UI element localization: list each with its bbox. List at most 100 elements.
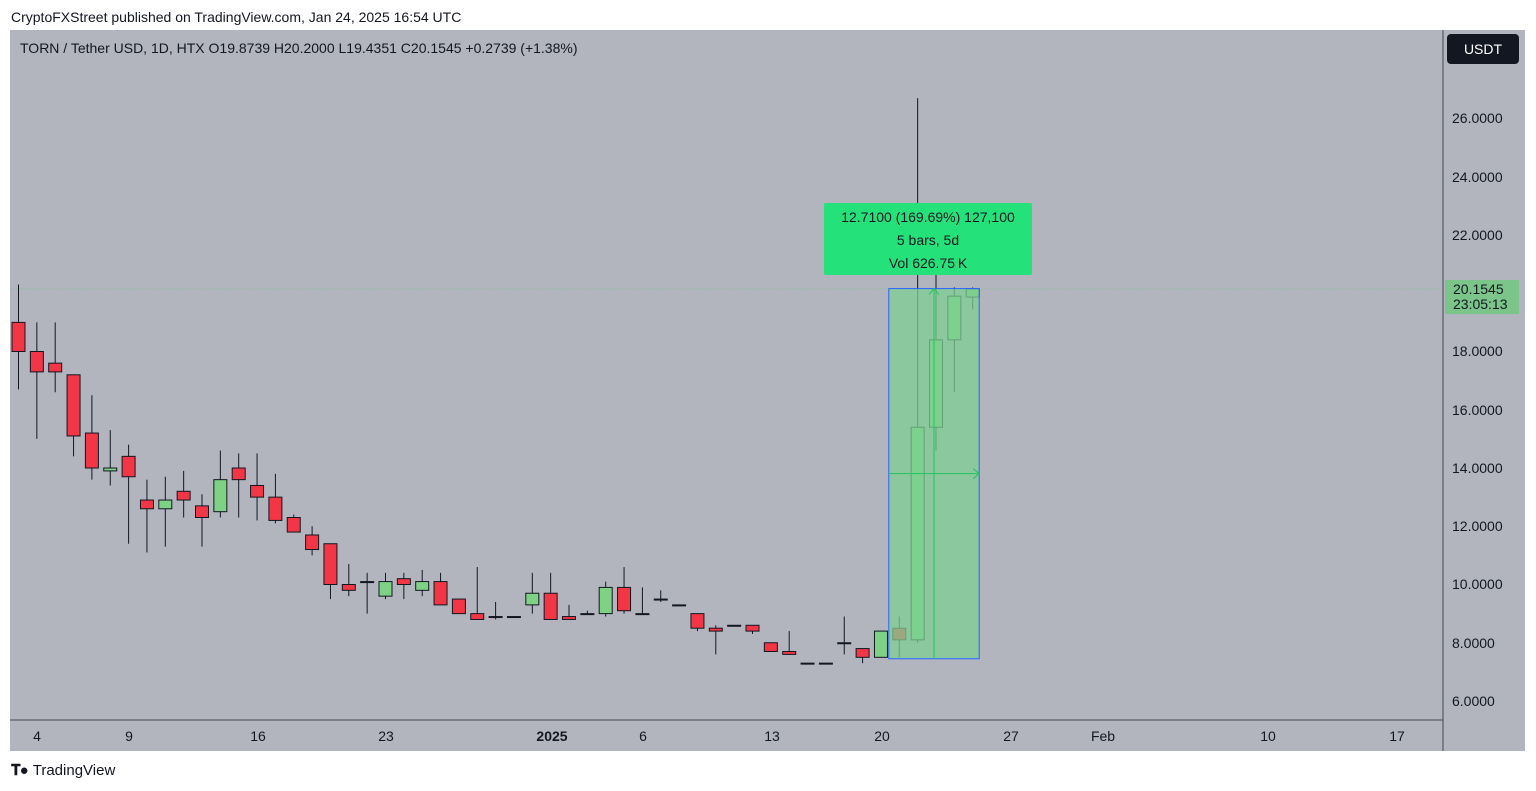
candle-body-up bbox=[727, 624, 742, 627]
time-tick-label: 27 bbox=[1003, 728, 1019, 744]
candle[interactable] bbox=[29, 322, 44, 439]
candle[interactable] bbox=[396, 572, 411, 600]
candle[interactable] bbox=[176, 470, 191, 518]
candle[interactable] bbox=[286, 514, 301, 533]
candle[interactable] bbox=[745, 624, 760, 635]
candle-body-down bbox=[690, 613, 705, 629]
candle[interactable] bbox=[800, 662, 815, 665]
candle[interactable] bbox=[855, 648, 870, 664]
candle[interactable] bbox=[727, 624, 742, 627]
candle-body-down bbox=[11, 321, 26, 352]
candle-body-down bbox=[84, 432, 99, 469]
candle[interactable] bbox=[11, 284, 26, 390]
candle[interactable] bbox=[433, 572, 448, 606]
time-tick-label: 10 bbox=[1260, 728, 1276, 744]
candle-body-down bbox=[66, 374, 81, 437]
candle-body-down bbox=[782, 650, 797, 655]
candle-body-down bbox=[305, 534, 320, 551]
price-tick-label: 8.0000 bbox=[1452, 635, 1495, 651]
candle-body-down bbox=[745, 624, 760, 632]
time-tick-label: 13 bbox=[764, 728, 780, 744]
candle[interactable] bbox=[837, 616, 852, 655]
candle[interactable] bbox=[213, 450, 228, 518]
time-tick-label: 16 bbox=[250, 728, 266, 744]
candle[interactable] bbox=[873, 630, 888, 658]
candle[interactable] bbox=[341, 564, 356, 597]
candle-body-down bbox=[286, 517, 301, 533]
candle[interactable] bbox=[415, 569, 430, 597]
price-tick-label: 14.0000 bbox=[1452, 460, 1503, 476]
candle-body-up bbox=[103, 467, 118, 472]
candle[interactable] bbox=[690, 613, 705, 632]
candle[interactable] bbox=[635, 587, 650, 616]
candle[interactable] bbox=[103, 430, 118, 486]
chart-pane[interactable] bbox=[10, 30, 1525, 751]
candle[interactable] bbox=[506, 616, 521, 619]
candle[interactable] bbox=[305, 526, 320, 556]
candle[interactable] bbox=[121, 444, 136, 544]
last-price-value: 20.1545 bbox=[1453, 281, 1504, 297]
time-tick-label-year: 2025 bbox=[536, 728, 567, 744]
candle-body-down bbox=[29, 351, 44, 373]
price-axis[interactable]: 26.0000 24.0000 22.0000 18.0000 16.0000 … bbox=[1452, 110, 1503, 709]
candle-body-up bbox=[525, 592, 540, 606]
candle[interactable] bbox=[653, 590, 668, 602]
candle-body-down bbox=[176, 490, 191, 501]
candle-body-down bbox=[617, 586, 632, 612]
candle[interactable] bbox=[488, 601, 503, 620]
candle[interactable] bbox=[48, 322, 63, 393]
time-tick-label-month: Feb bbox=[1091, 728, 1115, 744]
candle[interactable] bbox=[231, 453, 246, 518]
candle[interactable] bbox=[323, 543, 338, 600]
candle[interactable] bbox=[562, 604, 576, 620]
candle-body-up bbox=[158, 499, 173, 510]
candle[interactable] bbox=[158, 476, 173, 547]
candle[interactable] bbox=[84, 395, 99, 480]
currency-button[interactable]: USDT bbox=[1447, 34, 1519, 64]
price-tick-label: 6.0000 bbox=[1452, 693, 1495, 709]
candle[interactable] bbox=[598, 581, 613, 617]
time-tick-label: 17 bbox=[1389, 728, 1405, 744]
candle[interactable] bbox=[250, 453, 265, 521]
candle-body-up bbox=[653, 598, 668, 601]
candle[interactable] bbox=[782, 631, 797, 655]
candle-body-down bbox=[250, 484, 265, 498]
candle-body-down bbox=[396, 578, 411, 585]
candle[interactable] bbox=[525, 572, 540, 614]
price-range-measure[interactable]: 12.7100 (169.69%) 127,100 5 bars, 5d Vol… bbox=[824, 203, 1032, 660]
candle[interactable] bbox=[708, 625, 723, 655]
candle-body-up bbox=[598, 586, 613, 615]
candle-body-down bbox=[195, 505, 209, 519]
candle[interactable] bbox=[543, 572, 558, 620]
candle[interactable] bbox=[139, 479, 154, 553]
price-tick-label: 24.0000 bbox=[1452, 169, 1503, 185]
candle-body-down bbox=[268, 496, 283, 521]
candle[interactable] bbox=[268, 473, 283, 524]
candle-body-down bbox=[763, 642, 778, 652]
candle[interactable] bbox=[360, 572, 375, 614]
candle-body-down bbox=[139, 499, 154, 510]
symbol-legend[interactable]: TORN / Tether USD, 1D, HTX O19.8739 H20.… bbox=[20, 40, 578, 56]
candle-body-up bbox=[360, 581, 375, 584]
candle[interactable] bbox=[470, 567, 485, 620]
candle[interactable] bbox=[451, 598, 466, 615]
candle-body-up bbox=[213, 479, 228, 513]
candle-body-up bbox=[506, 616, 521, 619]
time-tick-label: 6 bbox=[639, 728, 647, 744]
candle[interactable] bbox=[617, 567, 632, 614]
measure-horizontal-arrowhead bbox=[972, 468, 980, 480]
candle[interactable] bbox=[378, 572, 393, 600]
candle-body-up bbox=[378, 581, 393, 597]
candle[interactable] bbox=[195, 494, 209, 547]
candle[interactable] bbox=[672, 604, 687, 607]
candle-body-down bbox=[855, 648, 870, 658]
candle[interactable] bbox=[66, 374, 81, 457]
candle[interactable] bbox=[818, 662, 833, 665]
candle[interactable] bbox=[580, 610, 595, 616]
last-price-countdown: 23:05:13 bbox=[1453, 296, 1508, 312]
tradingview-logo[interactable]: 𝐓● TradingView bbox=[11, 762, 115, 779]
candle[interactable] bbox=[763, 642, 778, 652]
candle-body-down bbox=[451, 598, 466, 615]
time-axis[interactable]: 4 9 16 23 2025 6 13 20 27 Feb 10 17 bbox=[33, 728, 1405, 744]
